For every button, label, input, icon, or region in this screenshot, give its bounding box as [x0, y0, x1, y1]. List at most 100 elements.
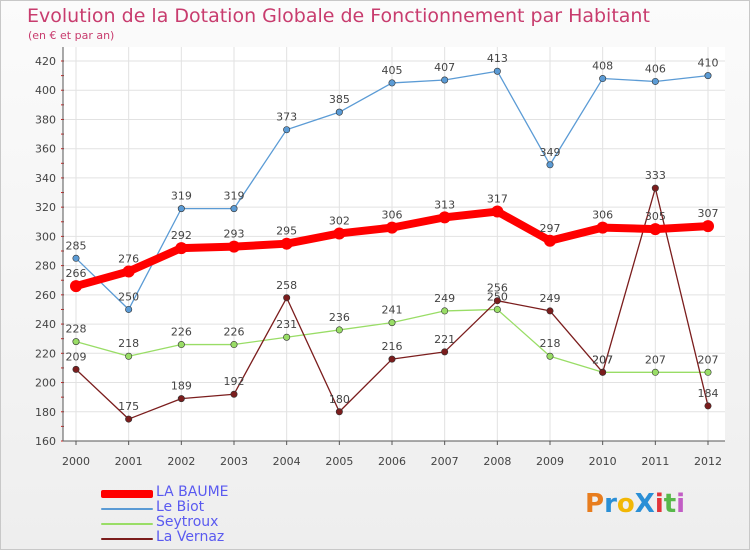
data-label: 189	[171, 380, 192, 393]
x-tick-label: 2003	[220, 455, 248, 468]
plot-area	[63, 47, 725, 441]
logo-letter: X	[634, 489, 655, 519]
data-label: 207	[698, 353, 719, 366]
data-point	[283, 126, 291, 134]
data-point	[491, 205, 504, 218]
x-tick-label: 2005	[325, 455, 353, 468]
x-tick-label: 2004	[273, 455, 301, 468]
data-label: 306	[592, 209, 613, 222]
x-tick-label: 2006	[378, 455, 406, 468]
y-tick-label: 200	[35, 377, 56, 390]
y-tick-label: 280	[35, 260, 56, 273]
data-point	[122, 265, 135, 278]
y-tick-label: 300	[35, 230, 56, 243]
data-label: 410	[698, 57, 719, 70]
data-label: 216	[382, 340, 403, 353]
logo-letter: i	[654, 489, 664, 519]
data-label: 207	[645, 353, 666, 366]
data-point	[546, 161, 554, 169]
y-tick-label: 320	[35, 201, 56, 214]
data-label: 302	[329, 214, 350, 227]
data-point	[283, 333, 291, 341]
data-point	[599, 75, 607, 83]
data-point	[544, 234, 556, 247]
data-point	[388, 79, 396, 87]
data-point	[175, 242, 188, 255]
data-point	[704, 402, 712, 410]
data-point	[651, 368, 659, 376]
data-point	[177, 205, 185, 213]
data-point	[72, 338, 80, 346]
data-point	[493, 67, 501, 75]
data-label: 292	[171, 229, 192, 242]
data-point	[125, 352, 133, 360]
data-label: 184	[698, 387, 719, 400]
data-point	[599, 368, 607, 376]
data-label: 349	[540, 146, 561, 159]
data-point	[546, 307, 554, 315]
data-point	[386, 221, 398, 234]
legend-swatch	[101, 508, 153, 510]
data-point	[388, 319, 396, 327]
data-point	[388, 355, 396, 363]
data-label: 285	[66, 239, 87, 252]
data-label: 226	[224, 326, 245, 339]
data-label: 231	[276, 318, 297, 331]
data-point	[283, 294, 291, 302]
data-label: 319	[224, 190, 245, 203]
x-tick-label: 2000	[62, 455, 90, 468]
logo-letter: i	[676, 489, 686, 519]
data-label: 221	[434, 333, 455, 346]
data-label: 405	[382, 64, 403, 77]
y-tick-label: 340	[35, 172, 56, 185]
data-label: 258	[276, 279, 297, 292]
data-label: 319	[171, 190, 192, 203]
data-point	[704, 72, 712, 80]
data-label: 266	[66, 267, 87, 280]
data-label: 249	[540, 292, 561, 305]
data-label: 295	[276, 225, 297, 238]
data-point	[230, 205, 238, 213]
y-tick-label: 360	[35, 143, 56, 156]
data-label: 180	[329, 393, 350, 406]
data-label: 297	[540, 222, 561, 235]
proxiti-logo: ProXiti	[585, 489, 685, 519]
logo-letter: o	[616, 489, 635, 519]
data-point	[177, 341, 185, 349]
data-label: 256	[487, 282, 508, 295]
data-label: 236	[329, 311, 350, 324]
x-tick-label: 2012	[694, 455, 722, 468]
x-tick-label: 2010	[589, 455, 617, 468]
data-point	[280, 237, 293, 250]
data-label: 307	[698, 207, 719, 220]
data-label: 406	[645, 62, 666, 75]
chart-subtitle: (en € et par an)	[28, 29, 115, 42]
data-point	[125, 415, 133, 423]
data-label: 209	[66, 350, 87, 363]
data-label: 207	[592, 353, 613, 366]
y-tick-label: 380	[35, 113, 56, 126]
data-point	[649, 223, 662, 236]
data-label: 408	[592, 60, 613, 73]
legend-swatch	[101, 523, 153, 525]
y-tick-label: 260	[35, 289, 56, 302]
data-point	[72, 254, 80, 262]
data-label: 192	[224, 375, 245, 388]
y-tick-label: 420	[35, 55, 56, 68]
data-label: 407	[434, 61, 455, 74]
data-point	[651, 77, 659, 85]
legend-label: La Vernaz	[156, 529, 225, 545]
data-point	[651, 184, 659, 192]
data-point	[335, 108, 343, 116]
data-point	[704, 368, 712, 376]
data-point	[230, 341, 238, 349]
data-label: 276	[118, 252, 139, 265]
data-label: 175	[118, 400, 139, 413]
data-label: 413	[487, 52, 508, 65]
data-point	[441, 307, 449, 315]
data-label: 317	[487, 193, 508, 206]
data-label: 207	[592, 353, 613, 366]
data-point	[546, 352, 554, 360]
chart-title: Evolution de la Dotation Globale de Fonc…	[27, 5, 650, 27]
